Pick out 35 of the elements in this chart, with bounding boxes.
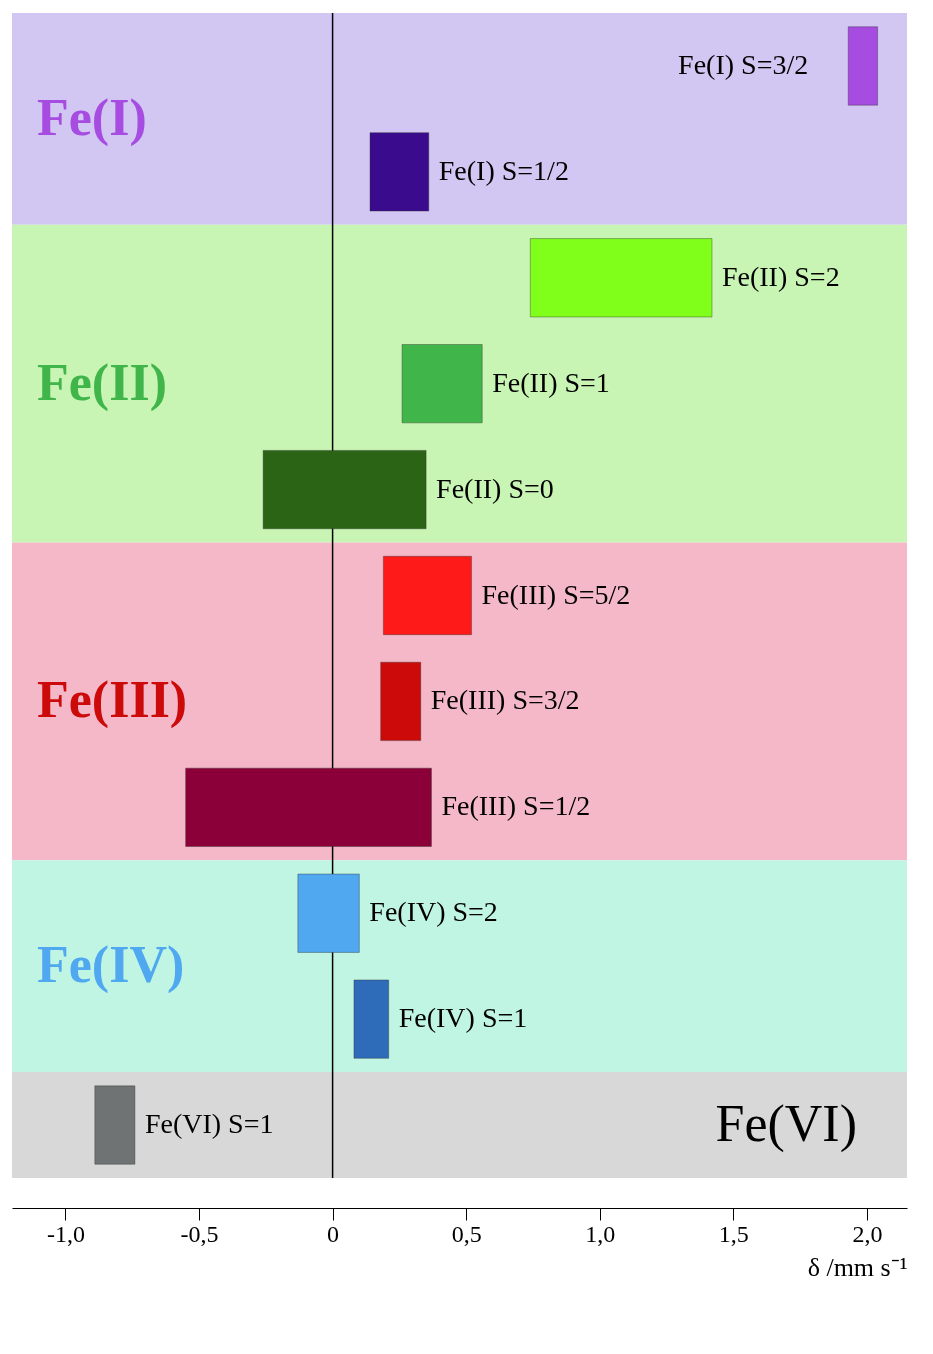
y-tick-label: Fe(II) S=2 bbox=[721, 260, 840, 292]
y-tick-label: Fe(I) S=3/2 bbox=[678, 48, 809, 80]
x-tick-label: 1,0 bbox=[585, 1220, 616, 1247]
bar bbox=[297, 873, 360, 953]
bar bbox=[380, 661, 422, 742]
y-tick-label: Fe(III) S=3/2 bbox=[430, 684, 580, 716]
bar bbox=[401, 344, 483, 424]
bar bbox=[369, 132, 430, 212]
y-tick-label: Fe(III) S=5/2 bbox=[481, 578, 631, 610]
bar bbox=[185, 767, 432, 847]
bar bbox=[262, 449, 427, 530]
bar bbox=[94, 1085, 136, 1165]
band-label: Fe(III) bbox=[37, 671, 188, 730]
x-tick-label: 0,5 bbox=[451, 1220, 482, 1247]
y-tick-label: Fe(IV) S=2 bbox=[369, 896, 498, 928]
y-tick-label: Fe(IV) S=1 bbox=[398, 1002, 528, 1034]
bar bbox=[529, 238, 713, 318]
band-label: Fe(I) bbox=[37, 88, 147, 147]
x-tick-label: 1,5 bbox=[718, 1220, 749, 1247]
y-tick-label: Fe(II) S=1 bbox=[492, 366, 610, 398]
band-label: Fe(II) bbox=[37, 353, 167, 412]
y-tick-label: Fe(II) S=0 bbox=[436, 472, 554, 504]
y-tick-label: Fe(III) S=1/2 bbox=[441, 790, 591, 822]
x-tick-label: 0 bbox=[327, 1220, 340, 1247]
y-tick-label: Fe(I) S=1/2 bbox=[438, 154, 569, 186]
bar bbox=[847, 26, 879, 106]
x-tick-label: -1,0 bbox=[46, 1220, 85, 1247]
x-axis-title: δ /mm s⁻¹ bbox=[807, 1252, 908, 1282]
x-tick-label: 2,0 bbox=[852, 1220, 883, 1247]
band-label: Fe(VI) bbox=[715, 1095, 857, 1154]
x-tick-label: -0,5 bbox=[180, 1220, 219, 1247]
bar bbox=[353, 979, 390, 1059]
band-label: Fe(IV) bbox=[37, 936, 185, 995]
y-tick-label: Fe(VI) S=1 bbox=[144, 1108, 274, 1140]
bar bbox=[382, 555, 473, 636]
